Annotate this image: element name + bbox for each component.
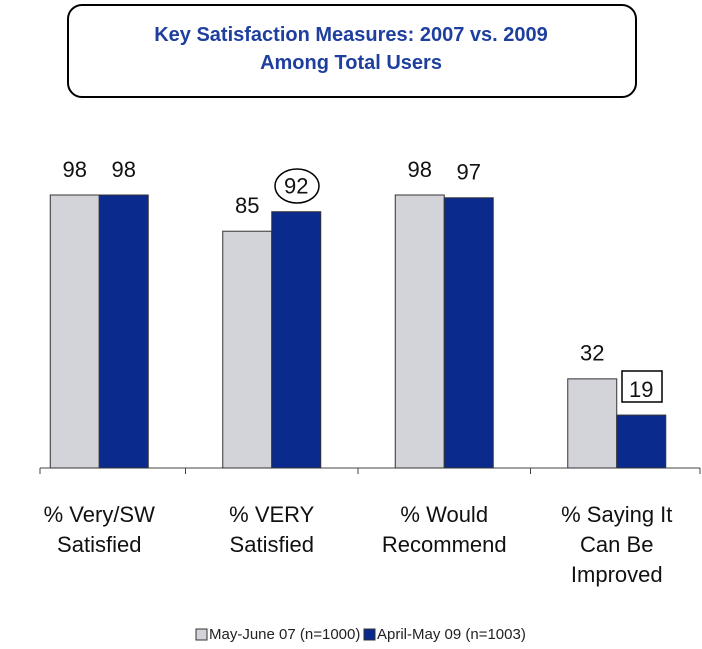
bar [567, 378, 618, 469]
bar [443, 197, 494, 469]
title-box [67, 4, 637, 98]
value-label: 98 [63, 157, 87, 182]
value-label: 92 [284, 174, 308, 199]
legend-label: May-June 07 (n=1000) [209, 626, 360, 643]
category-label: % Saying It Can Be Improved [561, 502, 673, 587]
bar [49, 194, 100, 469]
bar [271, 211, 322, 469]
bar [616, 414, 667, 469]
value-label: 98 [408, 157, 432, 182]
category-label: % Very/SW Satisfied [43, 502, 155, 557]
legend-swatch [363, 628, 376, 641]
value-label: 32 [580, 341, 604, 366]
legend-label: April-May 09 (n=1003) [377, 626, 526, 643]
value-label: 97 [457, 160, 481, 185]
legend-swatch [195, 628, 208, 641]
highlight-circle [274, 168, 320, 204]
bar [394, 194, 445, 469]
category-label: % Would Recommend [381, 502, 507, 557]
value-label: 98 [112, 157, 136, 182]
bar [222, 230, 273, 469]
chart-title: Key Satisfaction Measures: 2007 vs. 2009… [154, 24, 548, 74]
value-label: 85 [235, 193, 259, 218]
highlight-box [621, 370, 663, 403]
value-label: 19 [629, 377, 653, 402]
category-label: % VERY Satisfied [229, 502, 315, 557]
bar [98, 194, 149, 469]
